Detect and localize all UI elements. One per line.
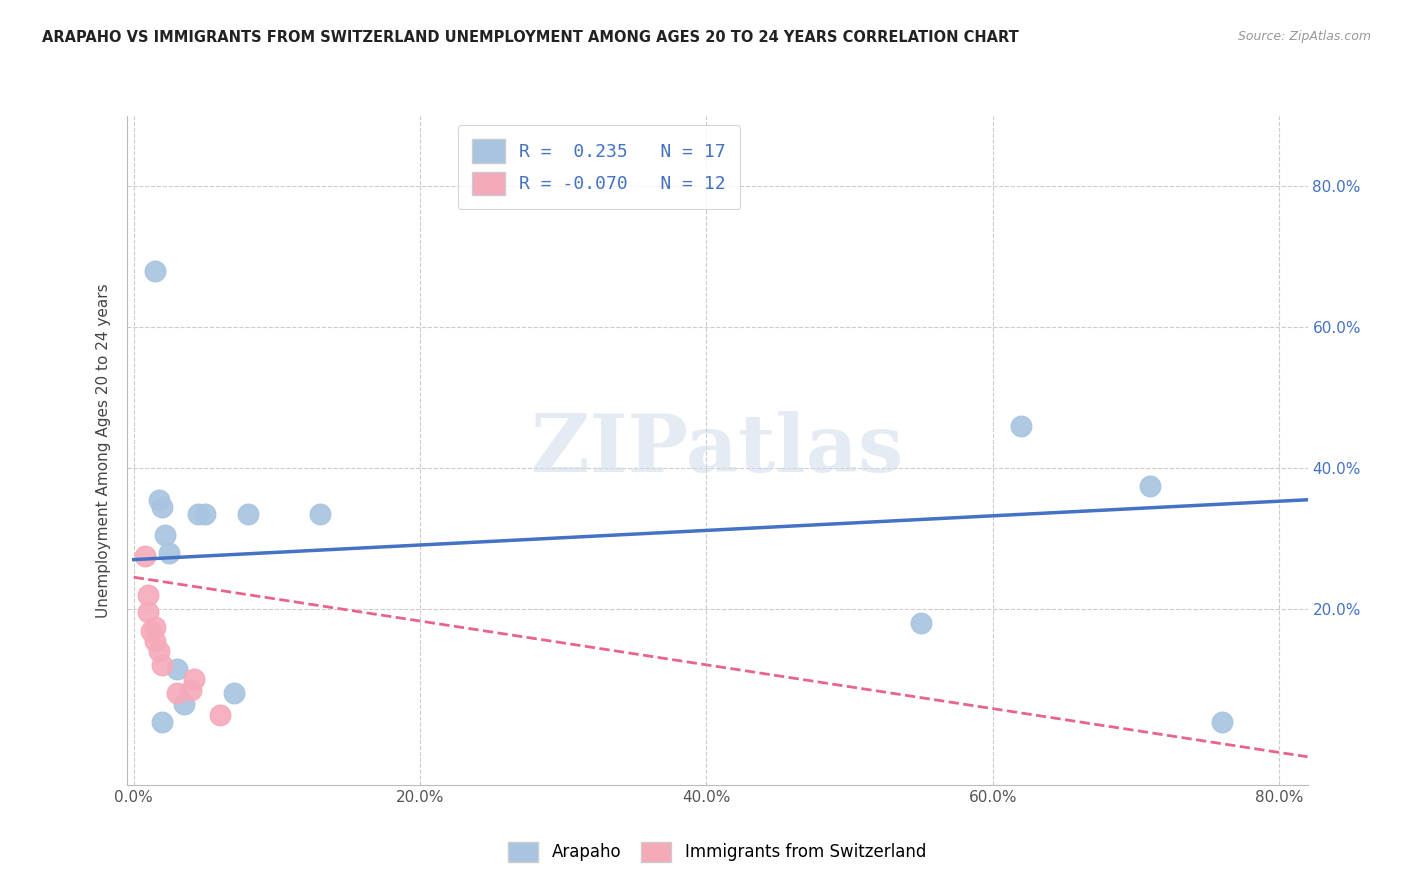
Point (1010, 418, 1032, 433)
Point (222, 686, 245, 700)
Y-axis label: Unemployment Among Ages 20 to 24 years: Unemployment Among Ages 20 to 24 years (96, 283, 111, 618)
Point (173, 697, 195, 711)
Point (187, 507, 209, 521)
Point (166, 686, 188, 700)
Text: ARAPAHO VS IMMIGRANTS FROM SWITZERLAND UNEMPLOYMENT AMONG AGES 20 TO 24 YEARS CO: ARAPAHO VS IMMIGRANTS FROM SWITZERLAND U… (42, 30, 1019, 45)
Point (143, 264, 166, 278)
Point (150, 500, 173, 514)
Point (139, 624, 162, 639)
Point (1139, 478, 1161, 492)
Point (208, 707, 231, 722)
Point (143, 633, 166, 648)
Text: ZIPatlas: ZIPatlas (531, 411, 903, 490)
Point (136, 588, 159, 602)
Point (159, 545, 181, 559)
Point (910, 615, 932, 630)
Point (150, 658, 173, 673)
Point (1211, 714, 1233, 729)
Point (143, 619, 166, 633)
Point (308, 507, 330, 521)
Point (183, 673, 205, 687)
Text: Source: ZipAtlas.com: Source: ZipAtlas.com (1237, 30, 1371, 44)
Point (150, 714, 173, 729)
Point (134, 549, 156, 563)
Point (148, 492, 170, 507)
Point (166, 662, 188, 676)
Point (136, 606, 159, 620)
Point (194, 507, 217, 521)
Point (148, 644, 170, 658)
Point (153, 528, 176, 542)
Legend: Arapaho, Immigrants from Switzerland: Arapaho, Immigrants from Switzerland (501, 833, 934, 871)
Point (238, 507, 260, 521)
Point (180, 682, 202, 697)
